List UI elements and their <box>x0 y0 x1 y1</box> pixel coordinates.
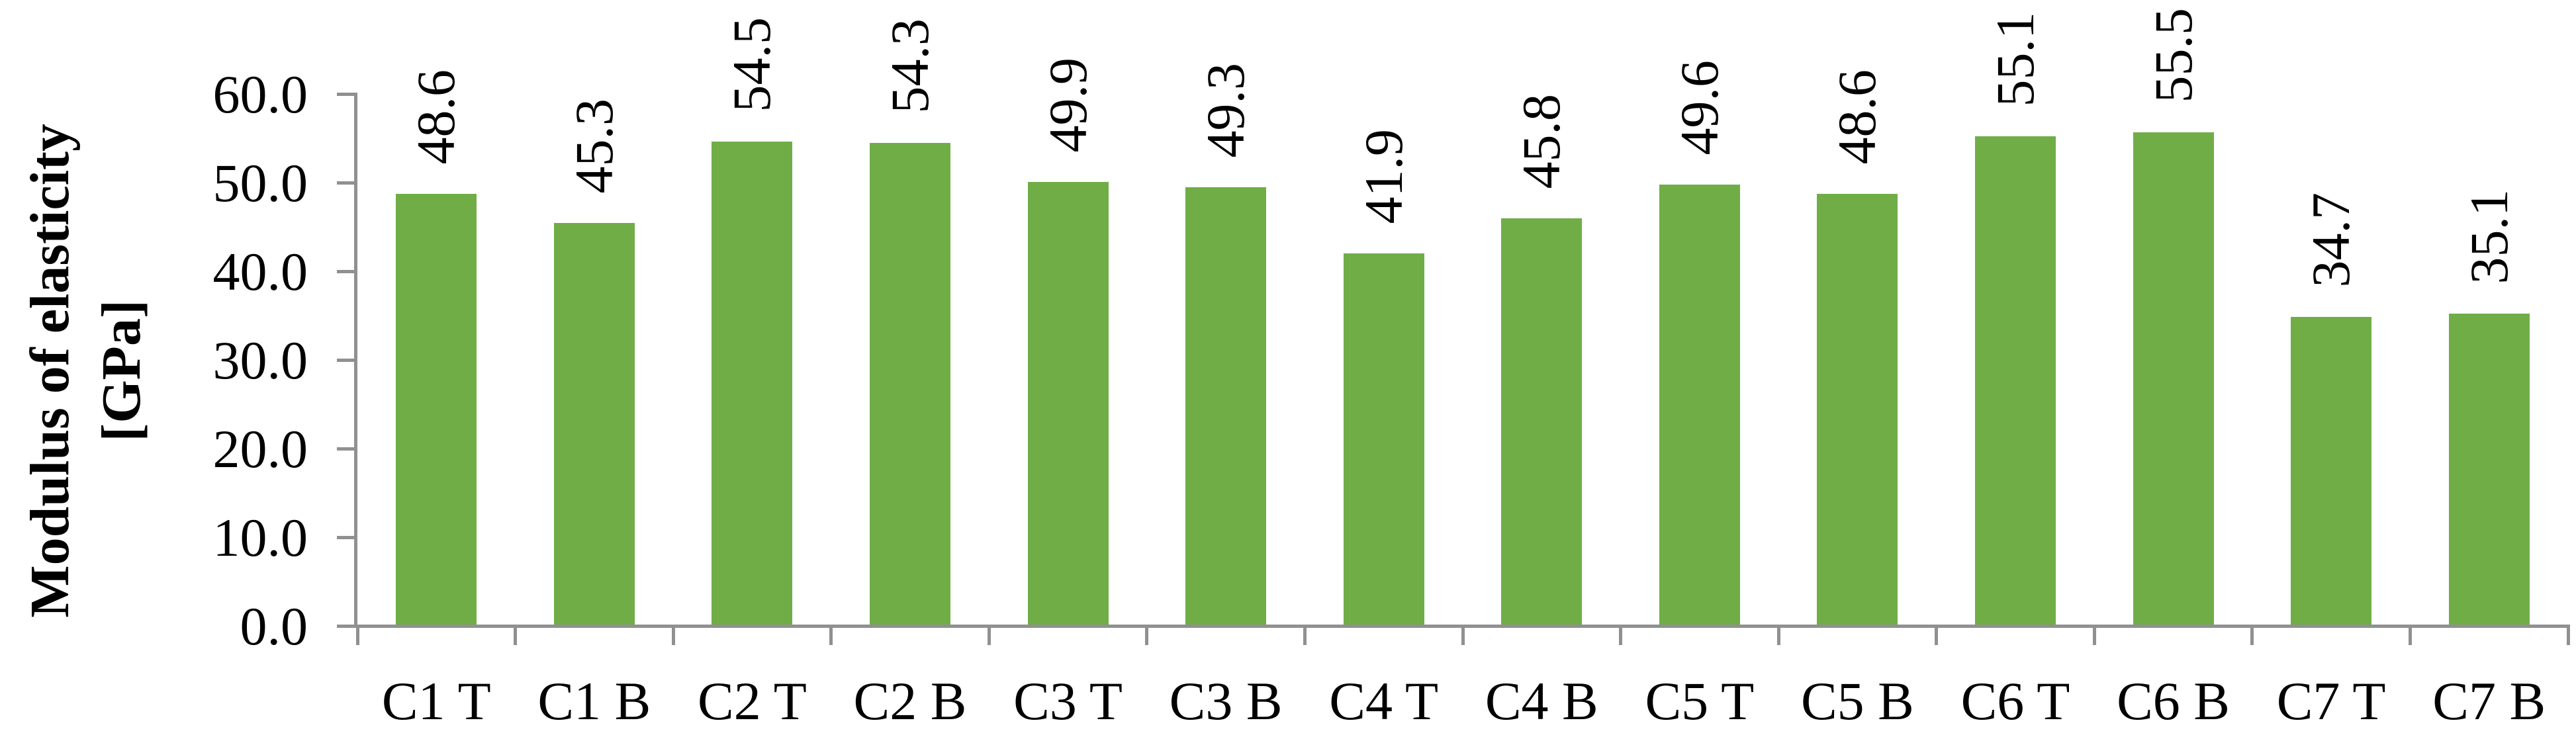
bar <box>2291 317 2372 625</box>
value-label: 35.1 <box>2458 189 2519 284</box>
bar <box>2133 132 2214 625</box>
bar <box>1659 185 1740 625</box>
x-tick-mark <box>829 625 833 645</box>
x-tick-mark <box>1145 625 1149 645</box>
y-tick-mark <box>337 536 354 539</box>
y-tick-label: 20.0 <box>212 418 308 479</box>
y-tick-label: 10.0 <box>212 507 308 568</box>
x-tick-mark <box>1303 625 1307 645</box>
x-tick-mark <box>514 625 518 645</box>
category-label: C6 B <box>2117 671 2230 731</box>
value-label: 55.1 <box>1984 11 2045 107</box>
x-tick-mark <box>987 625 991 645</box>
y-tick-label: 50.0 <box>212 152 308 213</box>
y-tick-mark <box>337 270 354 273</box>
category-label: C7 B <box>2432 671 2546 731</box>
y-tick-label: 30.0 <box>212 329 308 390</box>
y-tick-label: 40.0 <box>212 241 308 302</box>
bar <box>712 142 793 625</box>
category-label: C4 B <box>1485 671 1598 731</box>
x-tick-mark <box>2408 625 2412 645</box>
category-label: C2 T <box>698 671 807 731</box>
category-label: C3 T <box>1013 671 1123 731</box>
value-label: 48.6 <box>1827 69 1888 165</box>
value-label: 48.6 <box>406 69 467 165</box>
value-label: 34.7 <box>2301 192 2362 288</box>
bar <box>553 223 635 625</box>
value-label: 55.5 <box>2142 7 2203 103</box>
x-tick-mark <box>1461 625 1465 645</box>
category-label: C1 T <box>381 671 491 731</box>
x-tick-mark <box>2250 625 2254 645</box>
bar <box>1027 182 1109 625</box>
y-axis-line <box>354 93 357 628</box>
value-label-wrap: 41.9 <box>1305 0 1463 224</box>
value-label-wrap: 55.1 <box>1937 0 2095 107</box>
category-label: C6 T <box>1960 671 2070 731</box>
y-tick-label: 60.0 <box>212 64 308 124</box>
bar <box>1185 187 1267 625</box>
value-label-wrap: 34.7 <box>2252 9 2411 288</box>
bar <box>396 194 477 625</box>
x-tick-mark <box>2092 625 2096 645</box>
value-label-wrap: 48.6 <box>1778 0 1937 165</box>
value-label: 49.6 <box>1669 60 1729 155</box>
y-tick-mark <box>337 181 354 185</box>
value-label: 54.3 <box>879 18 940 114</box>
value-label: 49.3 <box>1195 62 1256 158</box>
value-label-wrap: 48.6 <box>357 0 516 165</box>
value-label-wrap: 54.5 <box>673 0 831 112</box>
value-label-wrap: 35.1 <box>2410 6 2568 284</box>
x-tick-mark <box>2566 625 2570 645</box>
category-label: C4 T <box>1329 671 1439 731</box>
value-label-wrap: 45.8 <box>1463 0 1621 189</box>
category-label: C3 B <box>1169 671 1283 731</box>
y-tick-mark <box>337 359 354 362</box>
value-label-wrap: 49.3 <box>1147 0 1305 158</box>
value-label: 45.8 <box>1511 93 1572 189</box>
bar <box>1817 194 1898 625</box>
value-label: 41.9 <box>1353 128 1414 224</box>
bar <box>2448 314 2530 625</box>
x-tick-mark <box>1776 625 1780 645</box>
y-tick-mark <box>337 93 354 96</box>
category-label: C7 T <box>2276 671 2386 731</box>
bar <box>1501 218 1583 625</box>
x-tick-mark <box>1935 625 1939 645</box>
category-label: C5 B <box>1800 671 1914 731</box>
value-label: 49.9 <box>1037 57 1098 153</box>
bar <box>870 143 950 625</box>
y-tick-mark <box>337 447 354 451</box>
value-label: 54.5 <box>721 17 782 112</box>
category-label: C5 T <box>1645 671 1755 731</box>
category-label: C1 B <box>537 671 651 731</box>
x-tick-mark <box>355 625 359 645</box>
y-tick-label: 0.0 <box>240 595 308 656</box>
value-label-wrap: 49.6 <box>1621 0 1779 155</box>
value-label-wrap: 54.3 <box>831 0 989 114</box>
value-label: 45.3 <box>563 98 624 194</box>
x-tick-mark <box>1619 625 1623 645</box>
category-label: C2 B <box>853 671 967 731</box>
y-tick-mark <box>337 625 354 628</box>
bar <box>1975 136 2056 625</box>
value-label-wrap: 55.5 <box>2094 0 2252 103</box>
x-tick-mark <box>671 625 675 645</box>
bar <box>1343 253 1424 625</box>
value-label-wrap: 49.9 <box>989 0 1147 153</box>
value-label-wrap: 45.3 <box>516 0 674 194</box>
